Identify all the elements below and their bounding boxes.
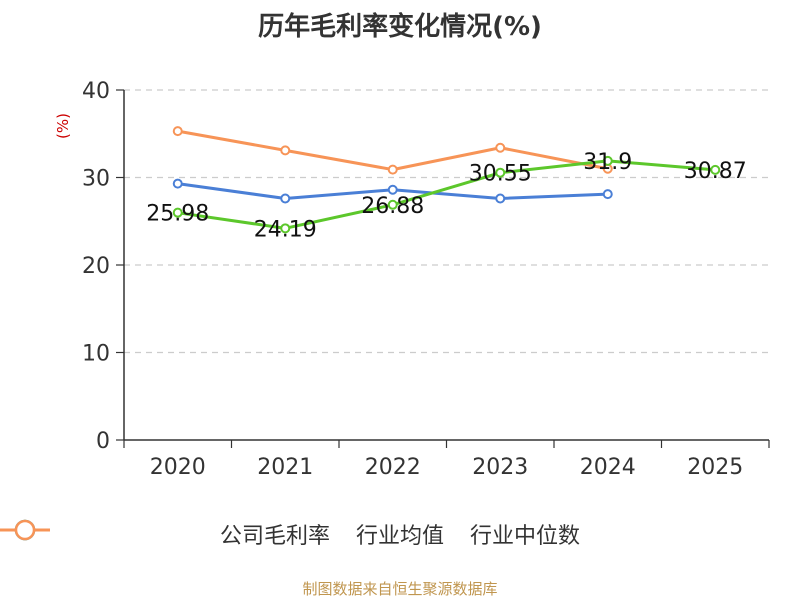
- series-0-point-2020: [172, 207, 183, 218]
- x-tick-label-2025: 2025: [687, 455, 743, 480]
- series-1-point-2022: [387, 184, 398, 195]
- x-tick-label-2024: 2024: [580, 455, 636, 480]
- data-label-2025: 30.87: [684, 159, 747, 184]
- series-line-0: [177, 159, 716, 230]
- legend-item-company[interactable]: 公司毛利率: [0, 518, 330, 550]
- y-axis-unit-label: (%): [54, 113, 72, 139]
- legend-item-industry-median[interactable]: 行业中位数: [0, 518, 581, 550]
- x-tick-label-2020: 2020: [150, 455, 206, 480]
- series-0-point-2023: [495, 167, 506, 178]
- x-tick-label-2023: 2023: [472, 455, 528, 480]
- data-label-2024: 31.9: [583, 150, 632, 175]
- y-tick-label-3: 30: [82, 167, 110, 192]
- data-source-note: 制图数据来自恒生聚源数据库: [302, 580, 498, 598]
- legend-label-industry-mean: 行业均值: [355, 524, 444, 549]
- series-line-2: [177, 129, 609, 172]
- data-label-2021: 24.19: [254, 217, 317, 242]
- series-1-point-2024: [602, 189, 613, 200]
- legend: 公司毛利率 行业均值 行业中位数: [0, 518, 800, 550]
- y-tick-label-1: 10: [82, 342, 110, 367]
- series-1-point-2020: [172, 178, 183, 189]
- legend-item-industry-mean[interactable]: 行业均值: [0, 518, 444, 550]
- y-tick-label-0: 0: [96, 429, 110, 454]
- series-2-point-2020: [172, 126, 183, 137]
- legend-label-industry-median: 行业中位数: [470, 524, 581, 549]
- series-2-point-2023: [495, 142, 506, 153]
- data-label-2023: 30.55: [469, 162, 532, 187]
- series-0-point-2021: [280, 223, 291, 234]
- y-tick-label-4: 40: [82, 79, 110, 104]
- series-0-point-2025: [710, 164, 721, 175]
- series-2-point-2022: [387, 164, 398, 175]
- data-label-2020: 25.98: [146, 202, 209, 227]
- x-tick-label-2022: 2022: [365, 455, 421, 480]
- y-tick-label-2: 20: [82, 254, 110, 279]
- series-1-point-2023: [495, 193, 506, 204]
- legend-marker-industry-median: [0, 519, 50, 541]
- legend-label-company: 公司毛利率: [219, 524, 330, 549]
- series-0-point-2024: [602, 155, 613, 166]
- data-label-2022: 26.88: [361, 194, 424, 219]
- chart-title: 历年毛利率变化情况(%): [258, 12, 542, 42]
- series-2-point-2021: [280, 145, 291, 156]
- series-0-point-2022: [387, 199, 398, 210]
- series-1-point-2021: [280, 193, 291, 204]
- x-tick-label-2021: 2021: [257, 455, 313, 480]
